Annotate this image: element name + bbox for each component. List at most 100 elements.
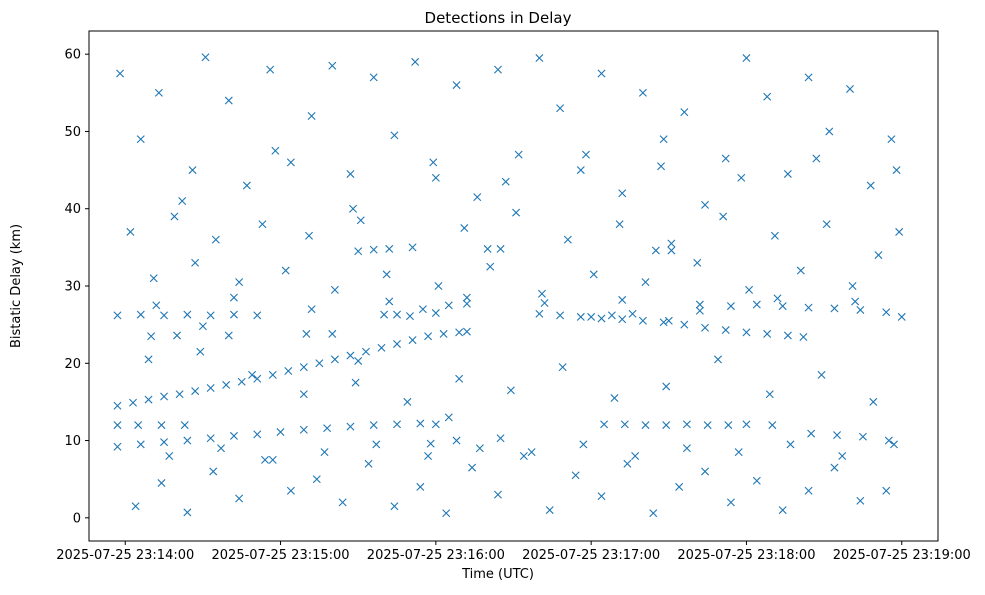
data-point-marker — [323, 424, 332, 433]
data-point-marker — [393, 420, 402, 429]
data-point-marker — [462, 293, 471, 302]
data-point-marker — [258, 220, 267, 229]
data-point-marker — [302, 329, 311, 338]
data-point-marker — [752, 476, 761, 485]
data-point-marker — [768, 421, 777, 430]
data-point-marker — [330, 355, 339, 364]
data-point-marker — [773, 294, 782, 303]
data-point-marker — [527, 448, 536, 457]
data-point-marker — [196, 347, 205, 356]
data-point-marker — [719, 212, 728, 221]
y-axis-ticks: 0 10 20 30 40 50 60 — [64, 48, 89, 526]
data-point-marker — [328, 329, 337, 338]
data-point-marker — [703, 421, 712, 430]
data-point-marker — [778, 506, 787, 515]
data-point-marker — [460, 224, 469, 233]
data-point-marker — [268, 370, 277, 379]
y-tick-label: 50 — [64, 125, 81, 140]
data-point-marker — [726, 498, 735, 507]
data-point-marker — [229, 431, 238, 440]
data-point-marker — [796, 266, 805, 275]
data-point-marker — [268, 455, 277, 464]
data-point-marker — [856, 496, 865, 505]
data-point-marker — [589, 270, 598, 279]
data-point-marker — [305, 231, 314, 240]
data-point-marker — [496, 434, 505, 443]
data-point-marker — [737, 173, 746, 182]
data-point-marker — [866, 181, 875, 190]
data-point-marker — [286, 486, 295, 495]
data-point-marker — [615, 220, 624, 229]
data-point-marker — [882, 486, 891, 495]
data-point-marker — [346, 169, 355, 178]
data-point-marker — [721, 326, 730, 335]
data-point-marker — [408, 336, 417, 345]
data-point-marker — [211, 235, 220, 244]
data-point-marker — [330, 285, 339, 294]
data-point-marker — [848, 282, 857, 290]
data-point-marker — [129, 398, 137, 407]
data-point-marker — [393, 310, 402, 319]
data-point-marker — [682, 444, 691, 453]
data-point-marker — [224, 96, 233, 105]
data-point-marker — [198, 322, 207, 331]
data-point-marker — [514, 150, 523, 159]
data-point-marker — [286, 158, 295, 167]
data-point-marker — [455, 328, 464, 337]
data-point-marker — [892, 166, 901, 175]
data-point-marker — [266, 65, 275, 74]
data-point-marker — [724, 421, 733, 430]
data-point-marker — [830, 463, 839, 472]
data-point-marker — [501, 177, 510, 186]
data-point-marker — [188, 166, 197, 175]
data-point-marker — [799, 333, 808, 341]
y-tick-label: 40 — [64, 202, 81, 217]
x-tick-label: 2025-07-25 23:19:00 — [833, 548, 971, 563]
data-point-marker — [136, 440, 145, 449]
data-point-marker — [113, 401, 122, 410]
data-point-marker — [473, 193, 482, 202]
data-point-marker — [638, 88, 647, 97]
data-point-marker — [307, 112, 316, 120]
data-point-marker — [812, 154, 821, 163]
data-point-marker — [346, 422, 355, 431]
data-point-marker — [874, 251, 883, 260]
data-point-marker — [680, 108, 689, 117]
x-tick-label: 2025-07-25 23:16:00 — [367, 548, 505, 563]
data-point-marker — [455, 374, 464, 383]
data-point-marker — [431, 173, 440, 182]
data-point-marker — [183, 436, 192, 445]
data-point-marker — [838, 452, 847, 460]
data-point-marker — [804, 73, 813, 82]
data-point-marker — [807, 429, 816, 438]
data-point-marker — [649, 509, 658, 518]
data-point-marker — [144, 395, 153, 404]
data-point-marker — [113, 442, 122, 451]
data-point-marker — [607, 311, 616, 320]
data-point-marker — [667, 246, 676, 255]
data-point-marker — [563, 235, 572, 244]
data-point-marker — [206, 434, 215, 443]
data-point-marker — [496, 244, 505, 253]
data-point-marker — [209, 467, 218, 476]
data-point-marker — [307, 305, 316, 314]
data-point-marker — [468, 463, 477, 472]
data-point-marker — [136, 135, 145, 144]
data-point-marker — [426, 439, 435, 448]
data-point-marker — [535, 309, 544, 318]
data-point-marker — [113, 421, 122, 430]
data-point-marker — [493, 490, 502, 499]
data-point-marker — [328, 61, 337, 70]
data-point-marker — [434, 282, 443, 290]
data-point-marker — [160, 392, 169, 401]
data-point-marker — [483, 244, 492, 253]
data-point-marker — [783, 331, 792, 340]
data-point-marker — [299, 425, 308, 434]
data-point-marker — [597, 314, 606, 323]
data-point-marker — [884, 436, 893, 445]
data-point-marker — [752, 300, 761, 309]
data-point-marker — [385, 297, 394, 306]
y-tick-label: 10 — [64, 434, 81, 449]
data-point-marker — [657, 162, 666, 171]
data-point-marker — [556, 104, 565, 113]
